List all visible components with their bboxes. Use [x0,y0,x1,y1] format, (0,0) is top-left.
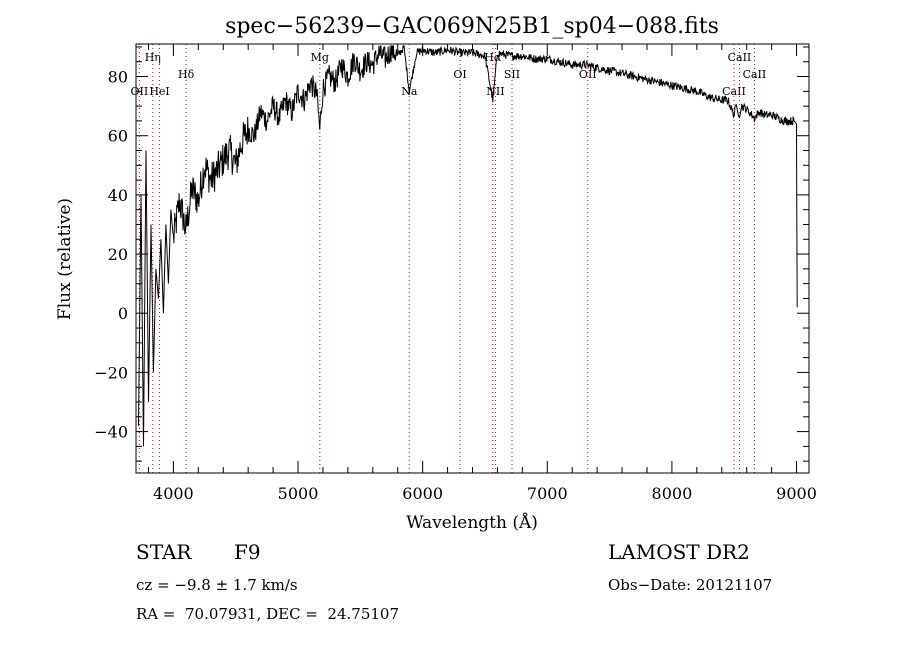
chart-title: spec−56239−GAC069N25B1_sp04−088.fits [225,14,719,39]
y-tick-label: −20 [94,363,128,382]
object-type: STAR [136,540,192,564]
marker-label-4: Mg [311,51,329,64]
marker-label-2: HeI [149,85,169,98]
y-tick-label: 80 [108,68,128,87]
x-tick-label: 9000 [776,484,817,503]
marker-label-8: NII [486,85,504,98]
redshift-value: cz = −9.8 ± 1.7 km/s [136,576,298,594]
y-tick-label: 40 [108,186,128,205]
tick-labels: 4000 5000 6000 7000 8000 9000 −40 −20 0 20 40 60 80 [94,68,817,503]
marker-label-6: OI [453,68,466,81]
coordinates: RA = 70.07931, DEC = 24.75107 [136,605,400,623]
y-axis-label: Flux (relative) [55,198,75,320]
spectrum-line [138,45,798,447]
x-tick-label: 5000 [278,484,319,503]
marker-label-13: CaII [743,68,767,81]
marker-label-12: CaII [728,51,752,64]
marker-label-9: SII [504,68,520,81]
y-tick-label: 20 [108,245,128,264]
marker-label-7: Hα [484,51,502,64]
x-tick-label: 4000 [153,484,194,503]
axis-ticks [136,44,809,473]
x-tick-label: 6000 [402,484,443,503]
y-tick-label: 60 [108,127,128,146]
spectral-subclass: F9 [234,540,261,564]
marker-label-1: Hη [145,51,161,64]
y-tick-label: 0 [118,304,128,323]
plot-frame [135,43,810,474]
y-tick-label: −40 [94,423,128,442]
x-tick-label: 8000 [652,484,693,503]
marker-label-10: OII [579,68,597,81]
survey-name: LAMOST DR2 [608,540,750,564]
marker-label-3: Hδ [178,68,195,81]
x-tick-label: 7000 [527,484,568,503]
x-axis-label: Wavelength (Å) [406,512,538,533]
observation-date: Obs−Date: 20121107 [608,576,773,594]
